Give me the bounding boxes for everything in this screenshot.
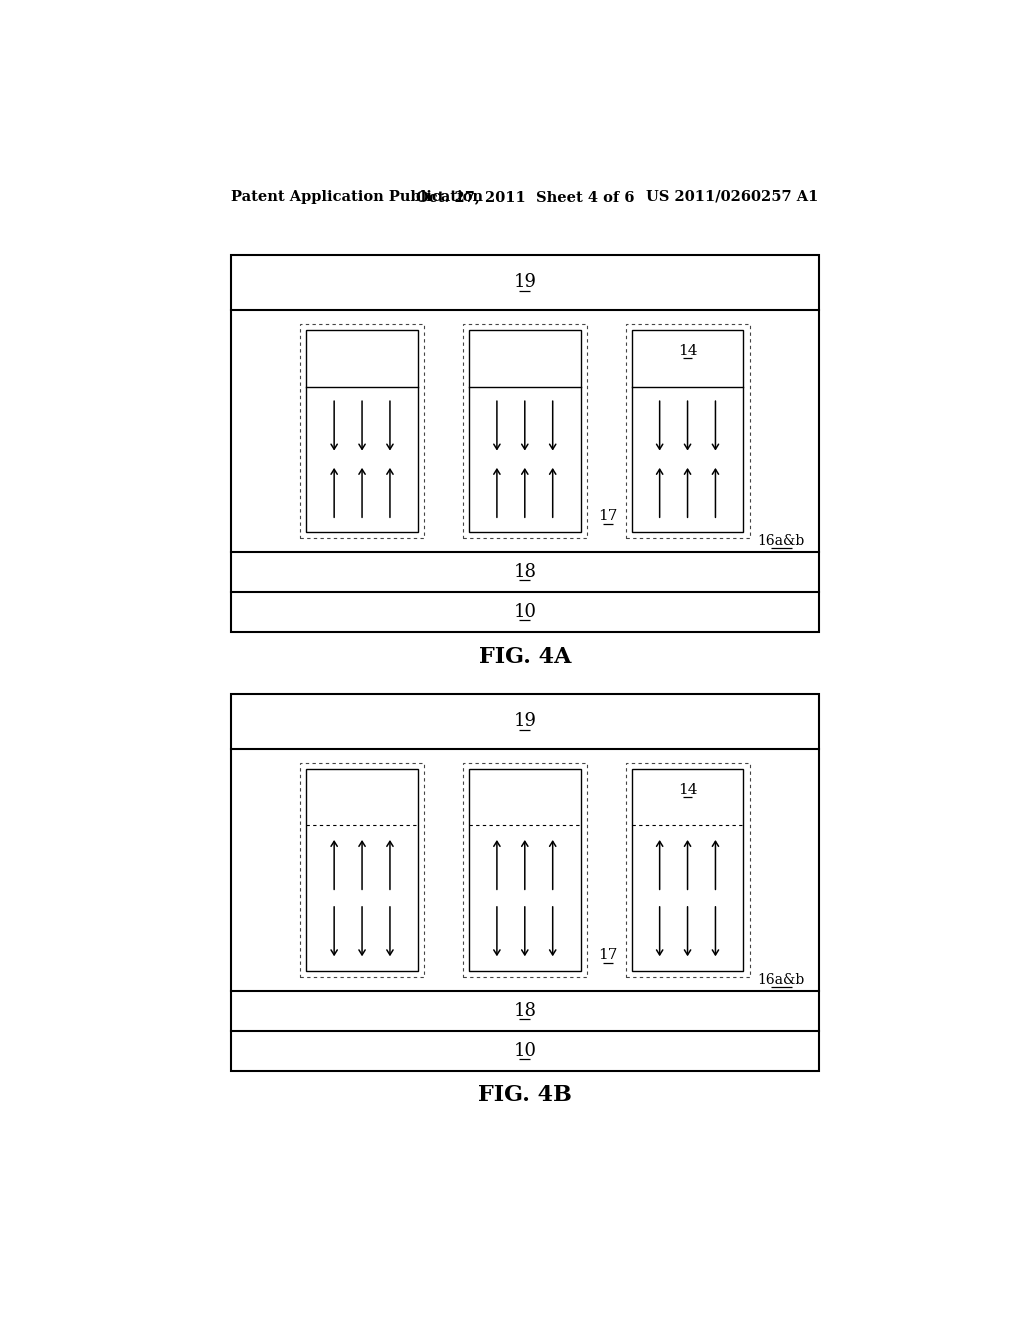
Text: FIG. 4B: FIG. 4B — [478, 1085, 571, 1106]
Text: 18: 18 — [513, 562, 537, 581]
Text: 17: 17 — [598, 510, 617, 524]
Bar — [231, 693, 818, 1071]
Text: Patent Application Publication: Patent Application Publication — [231, 190, 483, 203]
Text: 10: 10 — [513, 603, 537, 620]
Bar — [306, 330, 418, 532]
Bar — [231, 255, 818, 632]
Bar — [469, 770, 581, 970]
Text: 17: 17 — [598, 948, 617, 962]
Bar — [463, 323, 587, 539]
Text: 19: 19 — [513, 713, 537, 730]
Bar — [632, 770, 743, 970]
Text: 14: 14 — [678, 345, 697, 358]
Text: 16a&b: 16a&b — [758, 535, 805, 548]
Bar — [626, 323, 750, 539]
Text: US 2011/0260257 A1: US 2011/0260257 A1 — [646, 190, 818, 203]
Bar — [306, 770, 418, 970]
Text: 19: 19 — [513, 273, 537, 292]
Bar — [300, 323, 424, 539]
Bar — [632, 330, 743, 532]
Text: 16a&b: 16a&b — [758, 973, 805, 987]
Text: FIG. 4A: FIG. 4A — [478, 645, 571, 668]
Bar — [626, 763, 750, 977]
Bar — [469, 330, 581, 532]
Text: 10: 10 — [513, 1041, 537, 1060]
Bar — [463, 763, 587, 977]
Text: 18: 18 — [513, 1002, 537, 1020]
Bar — [300, 763, 424, 977]
Text: Oct. 27, 2011  Sheet 4 of 6: Oct. 27, 2011 Sheet 4 of 6 — [416, 190, 634, 203]
Text: 14: 14 — [678, 783, 697, 797]
